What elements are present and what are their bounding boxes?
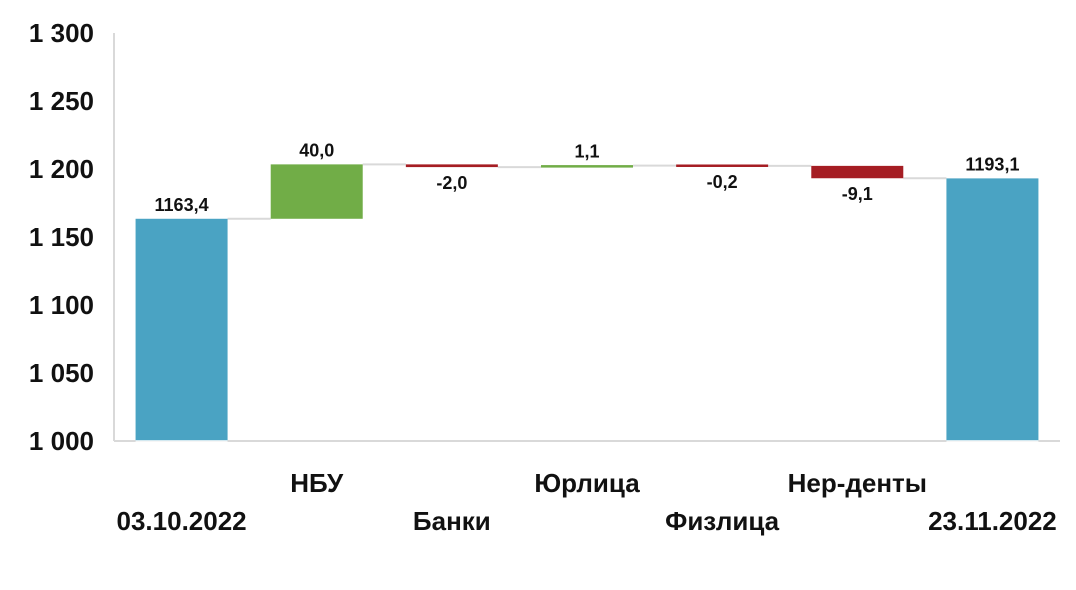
data-label: -9,1 — [842, 184, 873, 204]
y-tick-label: 1 150 — [29, 222, 94, 252]
y-tick-label: 1 000 — [29, 426, 94, 456]
x-category-label: 03.10.2022 — [117, 506, 247, 536]
x-category-label: Банки — [413, 506, 491, 536]
data-label: 1193,1 — [965, 154, 1019, 174]
increase-bar — [270, 164, 363, 219]
bars — [135, 164, 1039, 442]
data-label: 40,0 — [299, 140, 334, 160]
x-category-label: Физлица — [665, 506, 780, 536]
x-category-label: 23.11.2022 — [928, 506, 1057, 536]
y-axis-ticks: 1 000 1 050 1 100 1 150 1 200 1 250 1 300 — [29, 18, 94, 456]
data-label: 1163,4 — [155, 195, 209, 215]
chart-axes — [113, 33, 1060, 442]
x-category-label: НБУ — [290, 468, 344, 498]
y-tick-label: 1 250 — [29, 86, 94, 116]
total-bar — [135, 218, 228, 441]
x-category-label: Юрлица — [534, 468, 640, 498]
data-label: 1,1 — [574, 142, 599, 162]
decrease-bar — [676, 164, 769, 167]
y-tick-label: 1 200 — [29, 154, 94, 184]
x-axis-categories: 03.10.2022 НБУ Банки Юрлица Физлица Нер-денты… — [117, 468, 1057, 536]
decrease-bar — [811, 165, 904, 179]
data-label: -0,2 — [707, 172, 738, 192]
y-tick-label: 1 300 — [29, 18, 94, 48]
total-bar — [946, 178, 1039, 441]
y-tick-label: 1 050 — [29, 358, 94, 388]
data-labels: 1163,4 40,0 -2,0 1,1 -0,2 -9,1 1193,1 — [155, 140, 1020, 214]
increase-bar — [541, 165, 633, 168]
y-tick-label: 1 100 — [29, 290, 94, 320]
data-label: -2,0 — [436, 173, 467, 193]
decrease-bar — [405, 164, 498, 168]
x-category-label: Нер-денты — [788, 468, 927, 498]
connector-lines — [227, 163, 947, 220]
